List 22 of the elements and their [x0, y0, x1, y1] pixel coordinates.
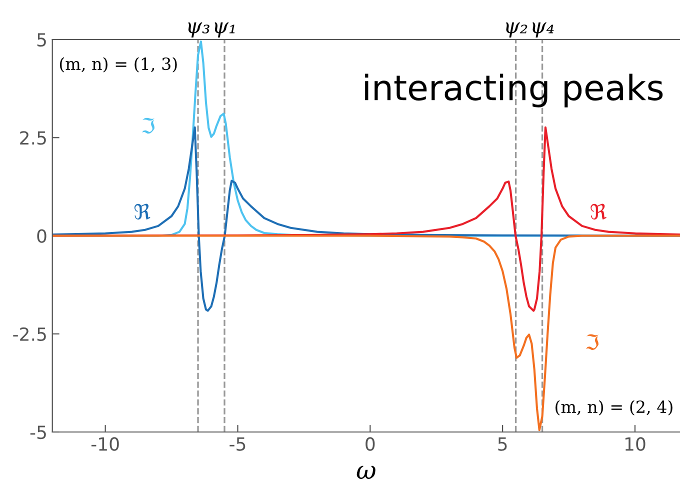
x-axis-title: ω	[356, 466, 376, 479]
annotation: interacting peaks	[365, 74, 663, 108]
y-tick-label: 2.5	[20, 131, 46, 145]
x-tick-label: 5	[498, 437, 507, 451]
series-label: ℑ	[586, 334, 599, 350]
y-tick-label: -5	[30, 426, 46, 440]
x-tick-label: -10	[91, 437, 119, 451]
series-label: ℜ	[134, 204, 150, 220]
series-label: ℑ	[142, 118, 155, 134]
y-tick-label: -2.5	[13, 327, 46, 341]
ref-line-label: ψ₁	[214, 22, 235, 38]
ref-line-label: ψ₂	[506, 22, 528, 38]
x-tick-label: 10	[625, 437, 646, 451]
annotation: (m, n) = (2, 4)	[556, 400, 672, 416]
series-label: ℜ	[590, 204, 606, 220]
y-tick-label: 0	[37, 229, 46, 243]
annotation: (m, n) = (1, 3)	[60, 57, 177, 72]
y-tick-label: 5	[37, 33, 46, 47]
x-tick-label: -5	[230, 437, 246, 451]
ref-line-label: ψ₄	[532, 22, 554, 38]
ref-line-label: ψ₃	[188, 22, 210, 38]
x-tick-label: 0	[366, 437, 375, 451]
